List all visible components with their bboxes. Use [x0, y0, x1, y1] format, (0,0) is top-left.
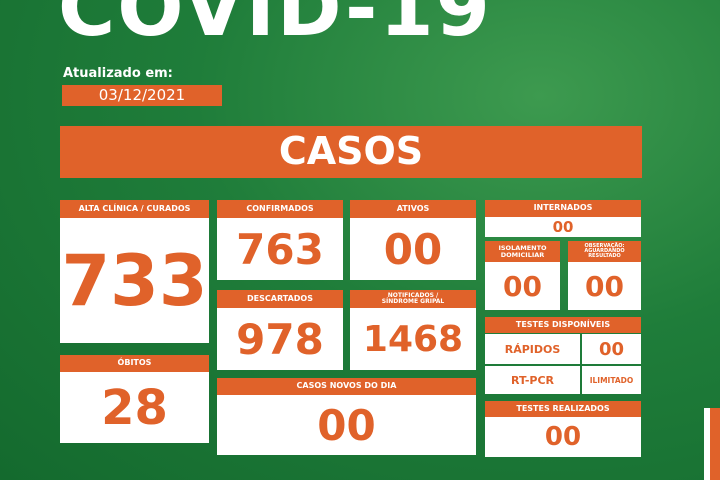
card-label: NOTIFICADOS / SÍNDROME GRIPAL	[350, 290, 476, 308]
card-value: 00	[350, 218, 476, 280]
updated-label: Atualizado em:	[63, 66, 173, 81]
card-label: INTERNADOS	[485, 200, 641, 217]
card-label: DESCARTADOS	[217, 290, 343, 308]
card-value: 28	[60, 372, 209, 443]
card-value: 00	[485, 262, 560, 310]
section-banner: CASOS	[60, 126, 642, 178]
table-cell: RÁPIDOS	[485, 334, 580, 364]
edge-stripe	[704, 408, 710, 480]
table-cell: RT-PCR	[485, 366, 580, 394]
table-cell: 00	[582, 334, 641, 364]
card-label: ATIVOS	[350, 200, 476, 218]
updated-date: 03/12/2021	[62, 85, 222, 106]
title: COVID-19	[58, 0, 492, 54]
edge-stripe	[710, 408, 720, 480]
card-label: CONFIRMADOS	[217, 200, 343, 218]
card-label: OBSERVAÇÃO: AGUARDANDO RESULTADO	[568, 241, 641, 262]
card-value: 00	[485, 417, 641, 457]
card-value: 733	[60, 218, 209, 343]
card-label: TESTES REALIZADOS	[485, 401, 641, 417]
card-label: TESTES DISPONÍVEIS	[485, 317, 641, 333]
card-value: 00	[485, 217, 641, 237]
card-value: 1468	[350, 308, 476, 370]
table-cell: ILIMITADO	[582, 366, 641, 394]
card-label: CASOS NOVOS DO DIA	[217, 378, 476, 395]
card-value: 978	[217, 308, 343, 370]
card-label: ISOLAMENTO DOMICILIAR	[485, 241, 560, 262]
card-label: ALTA CLÍNICA / CURADOS	[60, 200, 209, 218]
card-value: 763	[217, 218, 343, 280]
card-label: ÓBITOS	[60, 355, 209, 372]
card-value: 00	[217, 395, 476, 455]
card-value: 00	[568, 262, 641, 310]
